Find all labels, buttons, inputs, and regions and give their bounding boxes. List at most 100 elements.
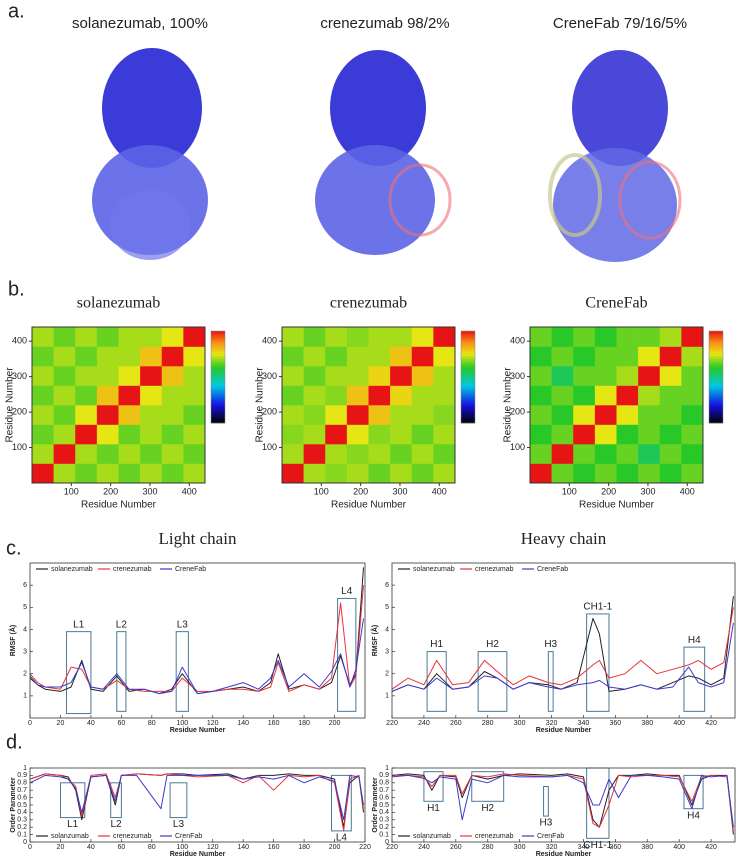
- heatmap-cell: [530, 444, 552, 464]
- heatmap-cell: [32, 405, 54, 425]
- heatmap-cell: [161, 424, 184, 445]
- colorbar-step: [461, 377, 475, 380]
- colorbar-step: [461, 349, 475, 352]
- heatmap-cell: [616, 424, 639, 445]
- heatmap-cell: [681, 327, 704, 347]
- heatmap-cell: [118, 424, 141, 445]
- colorbar-step: [709, 383, 723, 387]
- x-tick-label: 360: [610, 720, 622, 727]
- colorbar-step: [709, 413, 723, 417]
- colorbar-step: [211, 340, 225, 343]
- colorbar-step: [461, 372, 475, 375]
- colorbar-step: [461, 365, 475, 369]
- heatmap-cell: [638, 444, 661, 464]
- heatmap-cell: [96, 385, 119, 406]
- heatmap-cell: [53, 366, 76, 386]
- chart-title: Light chain: [159, 529, 237, 548]
- region-label: H2: [481, 803, 494, 814]
- heatmap-cell: [32, 366, 54, 386]
- panel-label: b.: [8, 278, 25, 300]
- region-box: [169, 782, 188, 819]
- heatmap-cell: [681, 385, 704, 406]
- heatmap-cell: [368, 424, 391, 445]
- heatmap-cell: [75, 366, 98, 386]
- x-tick-label: 300: [514, 844, 526, 851]
- y-tick-label: 200: [12, 406, 27, 416]
- colorbar-step: [461, 340, 475, 343]
- panel-label: d.: [6, 731, 23, 753]
- colorbar-step: [709, 335, 723, 339]
- legend-label: crenezumab: [113, 566, 152, 573]
- y-tick-label: 100: [510, 442, 525, 452]
- heatmap-cell: [659, 405, 682, 425]
- heatmap-cell: [96, 366, 119, 386]
- series-line: [391, 622, 734, 692]
- colorbar-step: [461, 402, 475, 405]
- colorbar-step: [461, 418, 475, 421]
- x-axis-label: Residue Number: [81, 500, 157, 511]
- legend-label: crenezumab: [475, 566, 514, 573]
- x-tick-label: 380: [641, 844, 653, 851]
- heatmap-cell: [282, 444, 304, 464]
- colorbar-step: [709, 388, 723, 392]
- x-tick-label: 300: [514, 720, 526, 727]
- heatmap-cell: [325, 463, 348, 484]
- colorbar-step: [709, 420, 723, 424]
- y-axis-label: RMSF (Å): [8, 625, 17, 657]
- x-tick-label: 80: [148, 720, 156, 727]
- heatmap-cell: [390, 424, 413, 445]
- colorbar-step: [709, 363, 723, 366]
- colorbar-frame: [460, 330, 476, 424]
- plot-frame: [529, 326, 704, 484]
- heatmap-cell: [325, 405, 348, 425]
- colorbar-step: [709, 404, 723, 408]
- y-tick-label: 200: [510, 406, 525, 416]
- x-axis-label: Residue Number: [331, 500, 407, 511]
- colorbar-step: [211, 337, 225, 341]
- region-label: H2: [486, 639, 499, 650]
- heatmap-cell: [573, 444, 596, 464]
- heatmap-cell: [303, 327, 326, 347]
- colorbar-step: [211, 342, 225, 346]
- colorbar-step: [461, 390, 475, 394]
- colorbar-step: [211, 347, 225, 350]
- heatmap-cell: [411, 346, 434, 367]
- x-tick-label: 200: [601, 486, 616, 496]
- legend-label: CrenFab: [537, 833, 564, 840]
- heatmap-cell: [183, 385, 206, 406]
- colorbar-step: [211, 420, 225, 424]
- y-tick-label: 300: [12, 371, 27, 381]
- heatmap-cell: [411, 424, 434, 445]
- colorbar-step: [709, 349, 723, 352]
- region-label: H3: [540, 818, 553, 829]
- heatmap-cell: [118, 444, 141, 464]
- colorbar-step: [211, 388, 225, 392]
- region-label: L2: [110, 819, 122, 830]
- heatmap-cell: [346, 327, 369, 347]
- x-tick-label: 40: [87, 720, 95, 727]
- heatmap-cell: [638, 405, 661, 425]
- heatmap-cell: [282, 366, 304, 386]
- region-label: H1: [427, 803, 440, 814]
- heatmap-cell: [368, 366, 391, 386]
- x-tick-label: 240: [418, 720, 430, 727]
- region-box: [337, 597, 357, 712]
- heatmap-cell: [638, 346, 661, 367]
- chart-title: solanezumab: [77, 295, 161, 312]
- x-tick-label: 160: [268, 844, 280, 851]
- heatmap-cell: [161, 444, 184, 464]
- heatmap-cell: [32, 444, 54, 464]
- y-tick-label: 0.4: [17, 809, 27, 816]
- heatmap-cell: [390, 463, 413, 484]
- heatmap-cell: [530, 327, 552, 347]
- y-tick-label: 4: [23, 626, 27, 633]
- y-tick-label: 400: [262, 336, 277, 346]
- heatmap-cell: [140, 366, 163, 386]
- x-tick-label: 0: [28, 720, 32, 727]
- heatmap-cell: [681, 463, 704, 484]
- x-tick-label: 280: [482, 844, 494, 851]
- heatmap-cell: [681, 366, 704, 386]
- colorbar-step: [709, 360, 723, 364]
- series-line: [29, 585, 364, 692]
- heatmap-cell: [411, 405, 434, 425]
